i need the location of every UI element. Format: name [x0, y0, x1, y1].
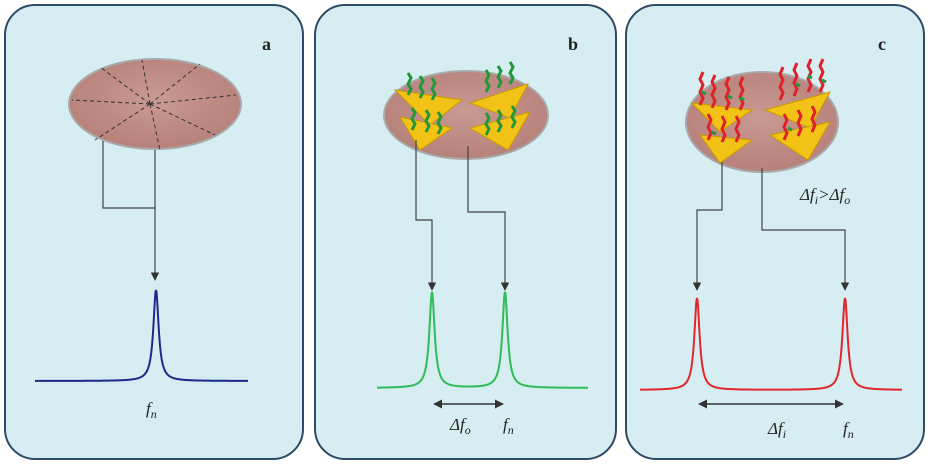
- diagram: a b c fn Δfo fn: [0, 0, 928, 464]
- panel-label: c: [878, 34, 886, 54]
- panel-label: b: [568, 34, 578, 54]
- panel-label: a: [262, 34, 271, 54]
- condition-label: Δfi>Δfo: [799, 185, 850, 207]
- page: {"panels": [ {"label": "a", "peak_label"…: [0, 0, 928, 464]
- sensor-disk: [69, 59, 241, 150]
